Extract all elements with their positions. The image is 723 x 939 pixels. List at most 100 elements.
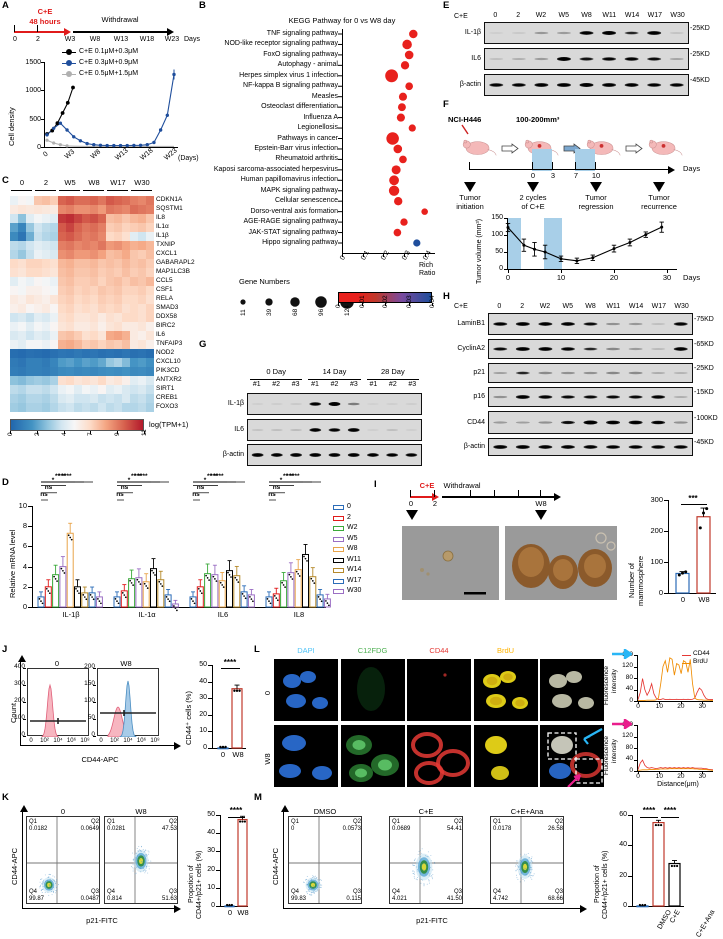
panel-b-size-label-4: 124 — [345, 305, 352, 316]
quadrant-value-Q3: 0.0487 — [81, 896, 99, 902]
panel-d-legend-swatch-2 — [333, 526, 344, 531]
panel-b-size-label-1: 39 — [267, 309, 274, 316]
panel-k-xaxis — [22, 908, 175, 909]
panel-f-ann4b: recurrence — [641, 203, 677, 211]
panel-k-bar-cat-0: 0 — [228, 909, 232, 917]
panel-i-arrowdown-icon — [406, 510, 418, 520]
panel-i-arrowdown-icon — [535, 510, 547, 520]
panel-c-gene-6: CXCL1 — [156, 251, 177, 258]
panel-c-gene-10: CSF1 — [156, 287, 173, 294]
timeline-treatment-line — [14, 31, 66, 33]
itk — [518, 490, 519, 496]
quadrant-label-Q2: Q2 — [91, 819, 99, 825]
panel-d-legend-label-5: W11 — [347, 556, 361, 563]
panel-c-gene-0: CDKN1A — [156, 197, 182, 204]
panel-j-xtick-4: 10⁸ — [150, 738, 159, 744]
panel-f-ann1b: initiation — [456, 203, 484, 211]
quadrant-label-Q1: Q1 — [107, 819, 115, 825]
panel-l-img-c12fdg-0 — [341, 659, 405, 721]
tl-tick — [14, 25, 15, 32]
quadrant-value-Q4: 4.742 — [493, 896, 508, 902]
quadrant-value-Q3: 51.63 — [162, 896, 177, 902]
quadrant-value-Q2: 47.53 — [162, 826, 177, 832]
pj-yt — [23, 736, 26, 737]
panel-c-gene-4: IL1β — [156, 233, 169, 240]
panel-j-xaxis-arrow-icon — [174, 742, 181, 750]
panel-i-significance: *** — [688, 495, 697, 503]
panel-c-gene-16: TNFAIP3 — [156, 341, 182, 348]
panel-j-xtick-1: 10² — [40, 738, 49, 744]
panel-k-significance: **** — [230, 807, 242, 815]
panel-b: B KEGG Pathway for 0 vs W8 day TNF signa… — [197, 0, 440, 340]
blot-label-IL6: IL6 — [471, 55, 481, 62]
blot-mw-LaminB1: -75KD — [694, 316, 714, 323]
cyan-arrow-icon — [612, 649, 632, 659]
panel-m: M CD44-APC p21-FITC DMSO C+E C+E+Ana Q1 0… — [252, 793, 723, 937]
quadrant-label-Q1: Q1 — [29, 819, 37, 825]
ftk — [575, 162, 576, 170]
panel-e-lane-1: 2 — [516, 12, 520, 19]
panel-e-lane-2: W2 — [536, 12, 547, 19]
panel-l-legend-cd44: CD44 — [693, 651, 710, 658]
quadrant-value-Q1: 0.0281 — [107, 826, 125, 832]
blot-label-IL6: IL6 — [234, 426, 244, 433]
panel-f-axis-arrow-icon — [668, 166, 675, 174]
panel-d-legend-label-0: 0 — [347, 503, 351, 510]
panel-d-sig-0-1: ns — [45, 485, 53, 492]
panel-d-category-1: IL-1α — [138, 611, 155, 619]
panel-j-cond-0: 0 — [55, 660, 59, 668]
itk — [470, 490, 471, 496]
blot-label-CyclinA2: CyclinA2 — [457, 345, 485, 352]
quadrant-label-Q2: Q2 — [353, 819, 361, 825]
panel-l-channel-2: CD44 — [429, 647, 448, 655]
panel-h: H C+E 0 2 W2 W5 W8 W11 W14 W17 W30 LaminB1 -75KD C… — [440, 292, 723, 472]
panel-d-sig-2-2: * — [204, 478, 207, 485]
pj-yt — [23, 702, 26, 703]
panel-k-ylabel: CD44-APC — [11, 848, 19, 885]
blot-mw-β-actin: -45KD — [690, 77, 710, 84]
pj-yt — [93, 702, 96, 703]
quadrant-label-Q3: Q3 — [169, 889, 177, 895]
panel-d-legend-swatch-8 — [333, 589, 344, 594]
panel-c-gene-5: TXNIP — [156, 242, 175, 249]
blot-β-actin — [488, 438, 693, 456]
panel-l-img-cd44-w8 — [407, 725, 471, 787]
panel-d-sig-0-0: ns — [40, 492, 48, 499]
quadrant-label-Q2: Q2 — [454, 819, 462, 825]
panel-c-colorbar-tick-2: 4 — [62, 432, 69, 436]
panel-g-label: G — [199, 340, 206, 350]
blot-label-β-actin: β-actin — [464, 443, 485, 450]
panel-k-bar-chart: Propotion of CD44+/p21+ cells (%) 0 10 20 3… — [186, 801, 250, 937]
panel-m-xlabel: p21-FITC — [416, 917, 448, 925]
panel-c-gene-11: RELA — [156, 296, 173, 303]
panel-d-sig-1-0: ns — [116, 492, 124, 499]
panel-l-img-merge-0 — [540, 659, 604, 721]
panel-c-gene-12: SMAD3 — [156, 305, 178, 312]
panel-i-micrograph-w8 — [505, 526, 617, 600]
panel-b-colortick-1: 0.01 — [360, 295, 367, 308]
timeline-treatment-label: C+E — [38, 8, 53, 16]
blot-IL6 — [484, 48, 689, 70]
panel-m-plot-dmso: Q1 0 Q2 0.0573 Q4 99.83 Q3 0.115 — [288, 816, 362, 904]
panel-l-img-dapi-w8 — [274, 725, 338, 787]
panel-c-gene-21: SIRT1 — [156, 386, 174, 393]
panel-f-tick-7: 7 — [574, 172, 578, 180]
panel-a-legend-item-2: C+E 0.5μM+1.5μM — [79, 70, 138, 77]
panel-d-legend-swatch-1 — [333, 516, 344, 521]
panel-b-colortick-2: 0.02 — [383, 295, 390, 308]
panel-c-group-0: 0 — [20, 179, 24, 187]
panel-m-label: M — [254, 793, 262, 803]
panel-g-group-underline-1 — [308, 379, 360, 380]
panel-c-gene-18: CXCL10 — [156, 359, 181, 366]
panel-a: A C+E 48 hours Withdrawal 0 2 W3 W8 W13 … — [0, 0, 200, 172]
panel-c-gene-2: IL8 — [156, 215, 165, 222]
panel-c-gene-20: ANTXR2 — [156, 377, 182, 384]
panel-a-legend-item-1: C+E 0.3μM+0.9μM — [79, 59, 138, 66]
panel-d-category-0: IL-1β — [62, 611, 79, 619]
panel-e: E C+E 0 2 W2 W5 W8 W11 W14 W17 W30 IL-1β -25KD IL6… — [440, 0, 723, 100]
panel-f-cycle2-shade — [575, 149, 595, 171]
timeline-tick-w13: W13 — [114, 36, 128, 43]
panel-g-rep-1: #2 — [272, 381, 280, 388]
panel-i: I C+E Withdrawal 0 2 W8 Number of mammos… — [372, 476, 723, 641]
legend-line-brdu — [682, 663, 691, 664]
